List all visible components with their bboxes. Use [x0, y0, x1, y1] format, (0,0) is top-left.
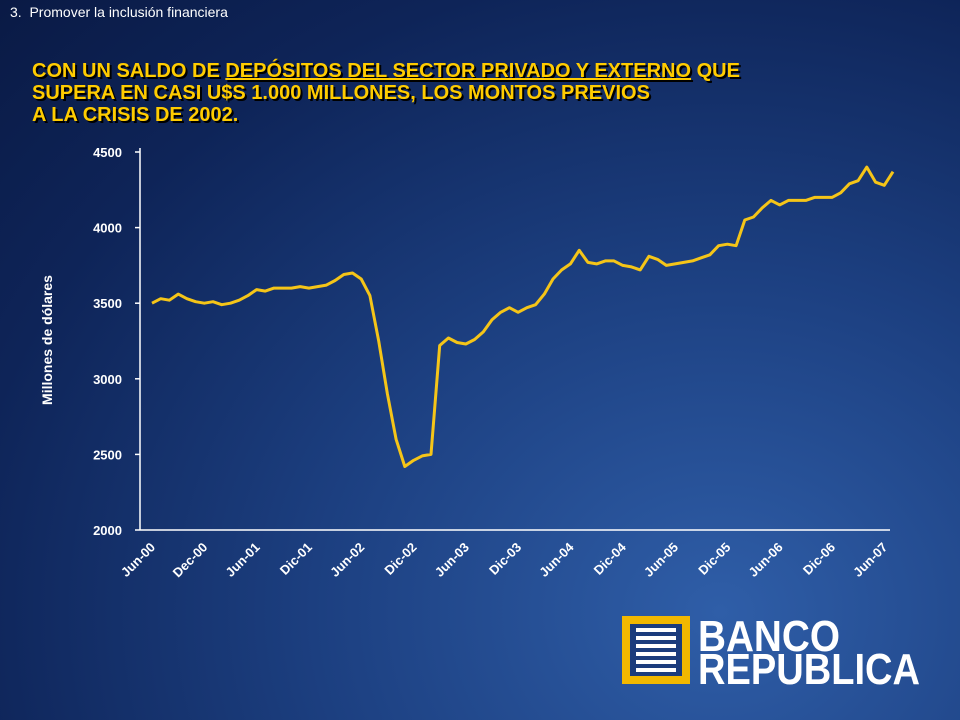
title-part: CON UN SALDO DE: [32, 60, 220, 82]
y-axis-label: Millones de dólares: [39, 275, 55, 405]
title-part: A LA CRISIS DE 2002.: [32, 104, 239, 126]
x-tick-label: Jun-04: [536, 539, 577, 580]
y-tick-label: 3000: [93, 372, 122, 387]
logo: BANCO REPUBLICA: [622, 612, 920, 694]
x-tick-label: Jun-02: [327, 540, 367, 580]
x-tick-label: Jun-00: [118, 540, 158, 580]
x-tick-label: Jun-07: [850, 540, 890, 580]
x-tick-label: Dic-02: [381, 540, 419, 578]
x-tick-label: Dic-01: [277, 540, 315, 578]
y-tick-label: 4500: [93, 145, 122, 160]
logo-stripes: [636, 628, 676, 672]
x-tick-label: Dic-05: [695, 540, 733, 578]
y-tick-label: 3500: [93, 296, 122, 311]
x-tick-label: Dic-06: [800, 540, 838, 578]
logo-text: BANCO: [698, 612, 840, 661]
data-line: [151, 165, 895, 468]
x-tick-label: Jun-01: [222, 540, 262, 580]
title-part: QUE: [696, 60, 740, 82]
x-tick-label: Jun-05: [641, 540, 681, 580]
x-tick-label: Dec-00: [170, 540, 211, 581]
y-tick-label: 4000: [93, 221, 122, 236]
x-tick-label: Dic-03: [486, 540, 524, 578]
title-part: SUPERA EN CASI U$S 1.000 MILLONES, LOS M…: [32, 82, 650, 104]
chart-title: CON UN SALDO DE DEPÓSITOS DEL SECTOR PRI…: [32, 60, 932, 126]
title-underlined: DEPÓSITOS DEL SECTOR PRIVADO Y EXTERNO: [225, 60, 692, 82]
y-tick-label: 2000: [93, 523, 122, 538]
logo-inner: [630, 624, 682, 676]
logo-text: REPUBLICA: [698, 645, 920, 694]
x-tick-label: Jun-06: [746, 540, 786, 580]
x-tick-label: Dic-04: [591, 539, 630, 578]
section-header: 3. Promover la inclusión financiera: [10, 4, 228, 20]
x-tick-label: Jun-03: [432, 540, 472, 580]
y-tick-label: 2500: [93, 447, 122, 462]
